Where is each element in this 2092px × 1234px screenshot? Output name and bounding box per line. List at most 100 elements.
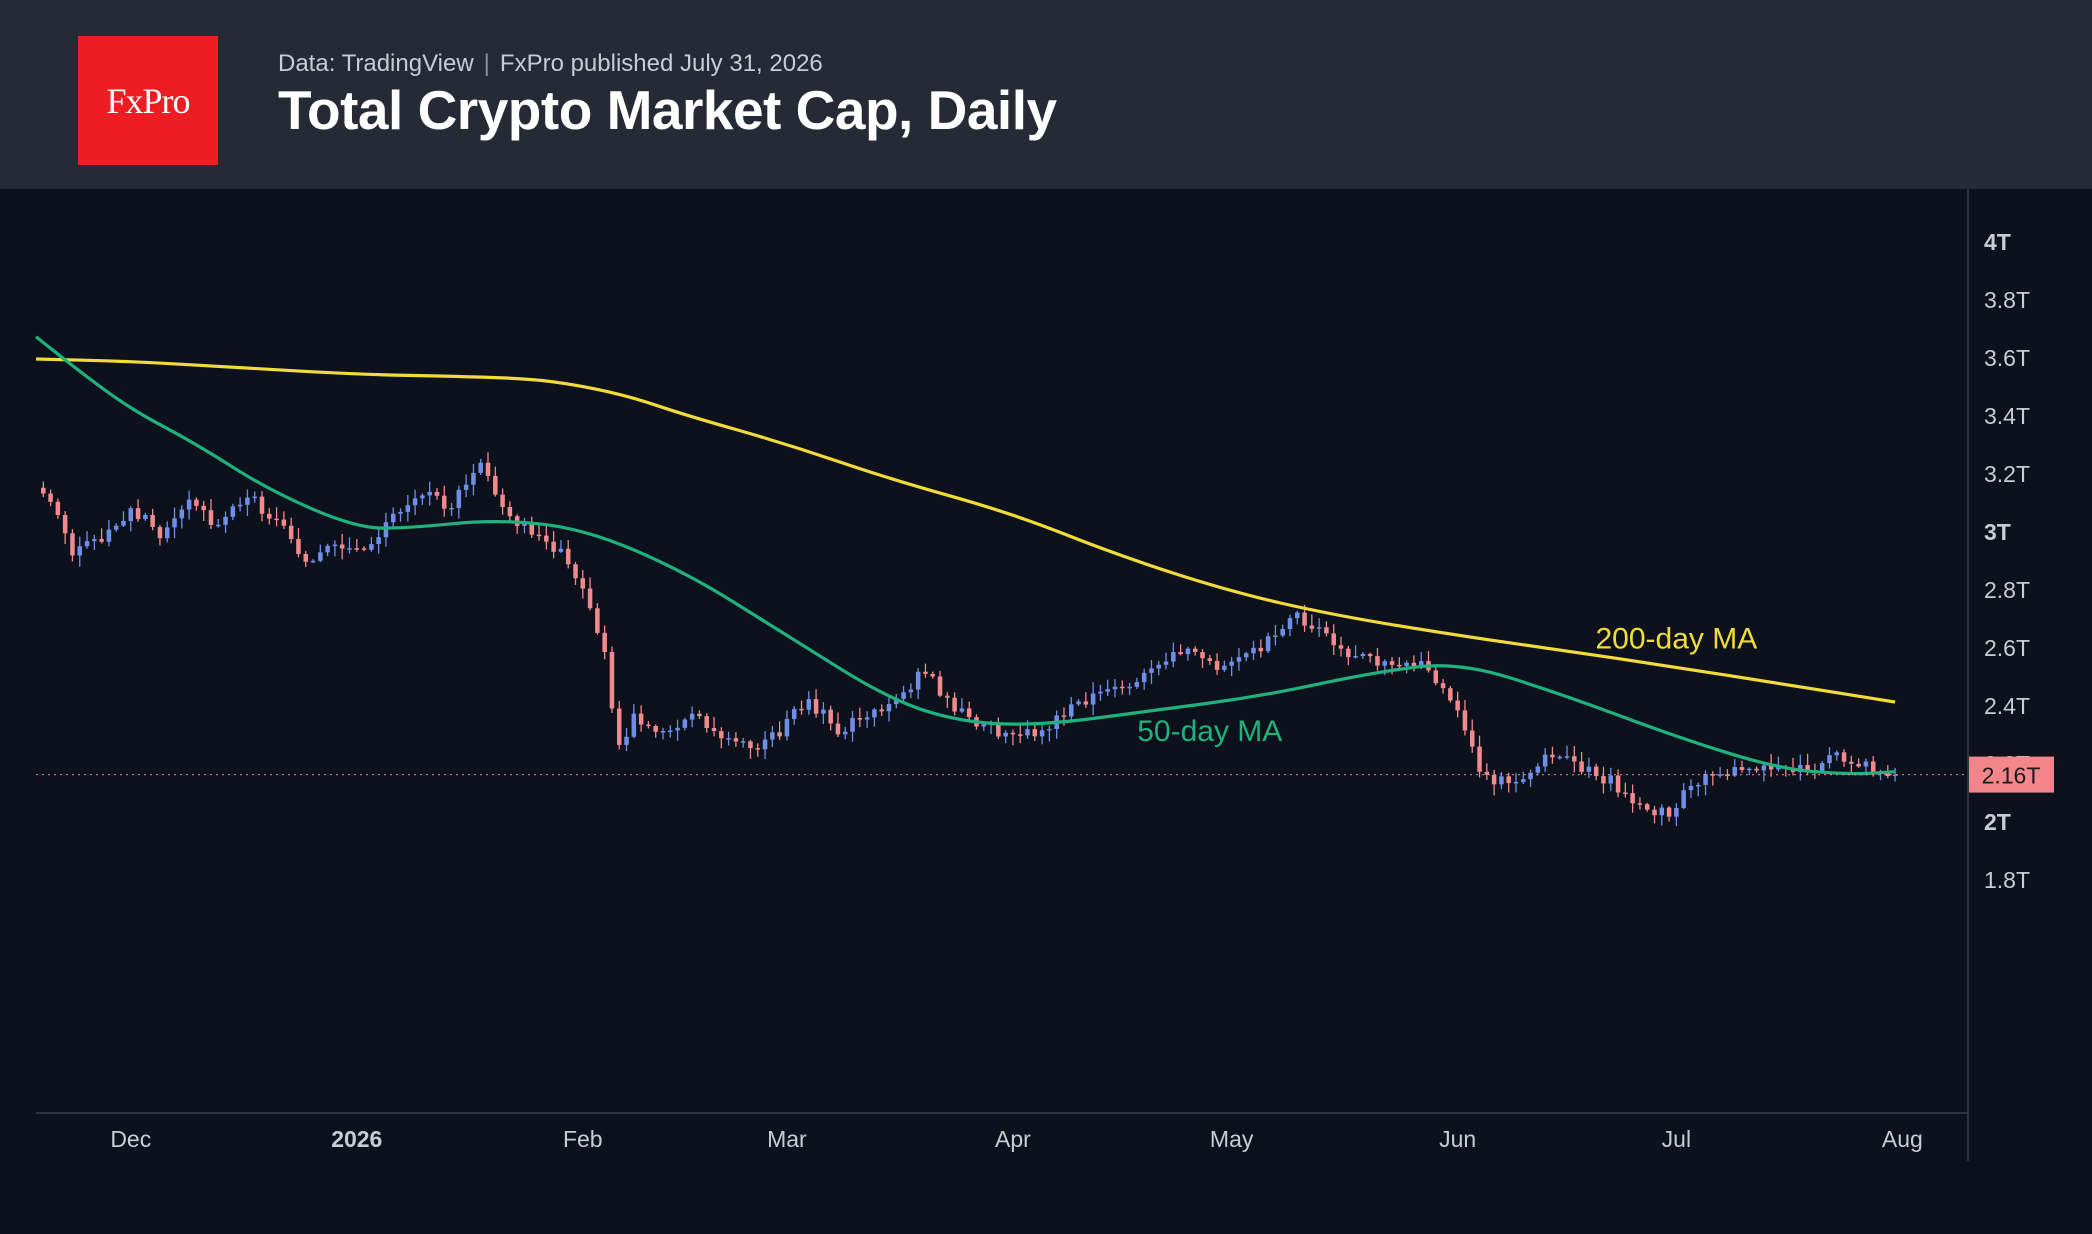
candle-body [1287,618,1293,630]
candle-body [1586,766,1592,772]
candle-body [1557,756,1562,759]
candle-body [689,713,695,720]
candle-body [1178,652,1183,655]
candle-body [1346,648,1351,658]
candle-body [573,564,578,579]
candle-body [1739,767,1745,770]
y-tick-label: 2.4T [1984,693,2030,719]
candle-body [1083,701,1089,705]
candle-body [77,546,83,556]
candle-body [908,689,914,693]
candle-body [1849,761,1854,764]
candle-body [544,535,549,542]
candle-body [1141,672,1147,683]
candle-body [354,548,360,550]
candle-body [616,708,622,745]
x-tick-label: Aug [1882,1126,1923,1152]
candle-body [230,506,236,517]
labels: 200-day MA 50-day MA 2.16T [36,622,2054,793]
chart-background [0,189,2092,1234]
candle-body [1112,686,1118,690]
candle-body [937,676,943,696]
candle-body [828,709,833,724]
candle-body [1469,730,1475,747]
candle-body [1222,665,1227,670]
ma-annotation: 50-day MA [1137,715,1282,748]
candle-body [1163,661,1169,665]
candle-body [1397,664,1402,667]
candle-body [1214,661,1220,670]
candle-body [959,708,965,712]
candle-body [1280,629,1285,636]
candle-body [1579,761,1584,772]
candle-body [1192,648,1198,653]
y-tick-label: 1.8T [1984,867,2030,893]
candle-body [1477,746,1482,772]
candle-body [1010,732,1016,735]
y-tick-label: 3.8T [1984,287,2030,313]
y-tick-label: 3T [1984,519,2011,545]
candle-body [981,724,987,727]
candle-body [1243,653,1249,658]
chart-title: Total Crypto Market Cap, Daily [278,79,1057,141]
candle-body [784,718,790,737]
candle-body [740,741,746,743]
candle-body [770,732,775,740]
candle-body [164,527,170,539]
candle-body [420,495,425,499]
candle-body [1513,781,1519,784]
candle-body [1331,633,1336,646]
candle-body [223,516,228,525]
candle-body [1105,689,1110,692]
candle-body [1367,653,1373,657]
candle-body [529,523,535,535]
price-chart[interactable]: 4T3.8T3.6T3.4T3.2T3T2.8T2.6T2.4T2.2T2T1.… [0,189,2092,1234]
candle-body [1418,661,1424,668]
candle-body [1090,693,1096,705]
candle-body [660,731,666,733]
candle-body [1017,734,1023,736]
candle-body [1666,807,1672,817]
candle-body [376,537,381,545]
candle-body [1462,710,1468,731]
x-tick-label: 2026 [331,1126,382,1152]
candle-body [1251,647,1256,654]
candle-body [1404,662,1409,667]
x-tick-label: Dec [110,1126,151,1152]
y-tick-label: 2.6T [1984,635,2030,661]
candle-body [1200,652,1205,659]
candle-body [1768,765,1774,770]
candle-body [500,494,505,507]
moving-averages [35,335,1896,776]
candle-body [565,548,571,565]
candle-body [668,730,673,732]
candle-body [1448,688,1453,701]
candle-body [697,713,702,717]
publish-info: FxPro published July 31, 2026 [499,50,823,77]
candle-body [361,548,367,550]
candle-body [580,578,586,589]
candle-body [99,539,104,542]
200-day-maline [35,357,1896,704]
candle-body [1302,612,1307,626]
candle-body [48,493,53,502]
candle-body [1047,728,1052,731]
candle-body [179,509,185,519]
candle-body [186,499,192,510]
candle-body [1674,808,1679,817]
candle-body [369,544,374,550]
candle-body [675,727,680,731]
candle-body [1295,612,1300,619]
candle-body [886,704,892,712]
candle-body [1185,648,1191,655]
candle-body [850,718,855,732]
candle-body [777,732,782,737]
candle-body [1827,755,1832,764]
y-tick-label: 3.6T [1984,345,2030,371]
candle-body [719,731,724,739]
candle-body [1491,774,1497,785]
fxpro-logo: FxPro [78,36,218,165]
candle-body [456,489,462,508]
candle-body [1892,774,1898,777]
y-tick-label: 2T [1984,809,2011,835]
